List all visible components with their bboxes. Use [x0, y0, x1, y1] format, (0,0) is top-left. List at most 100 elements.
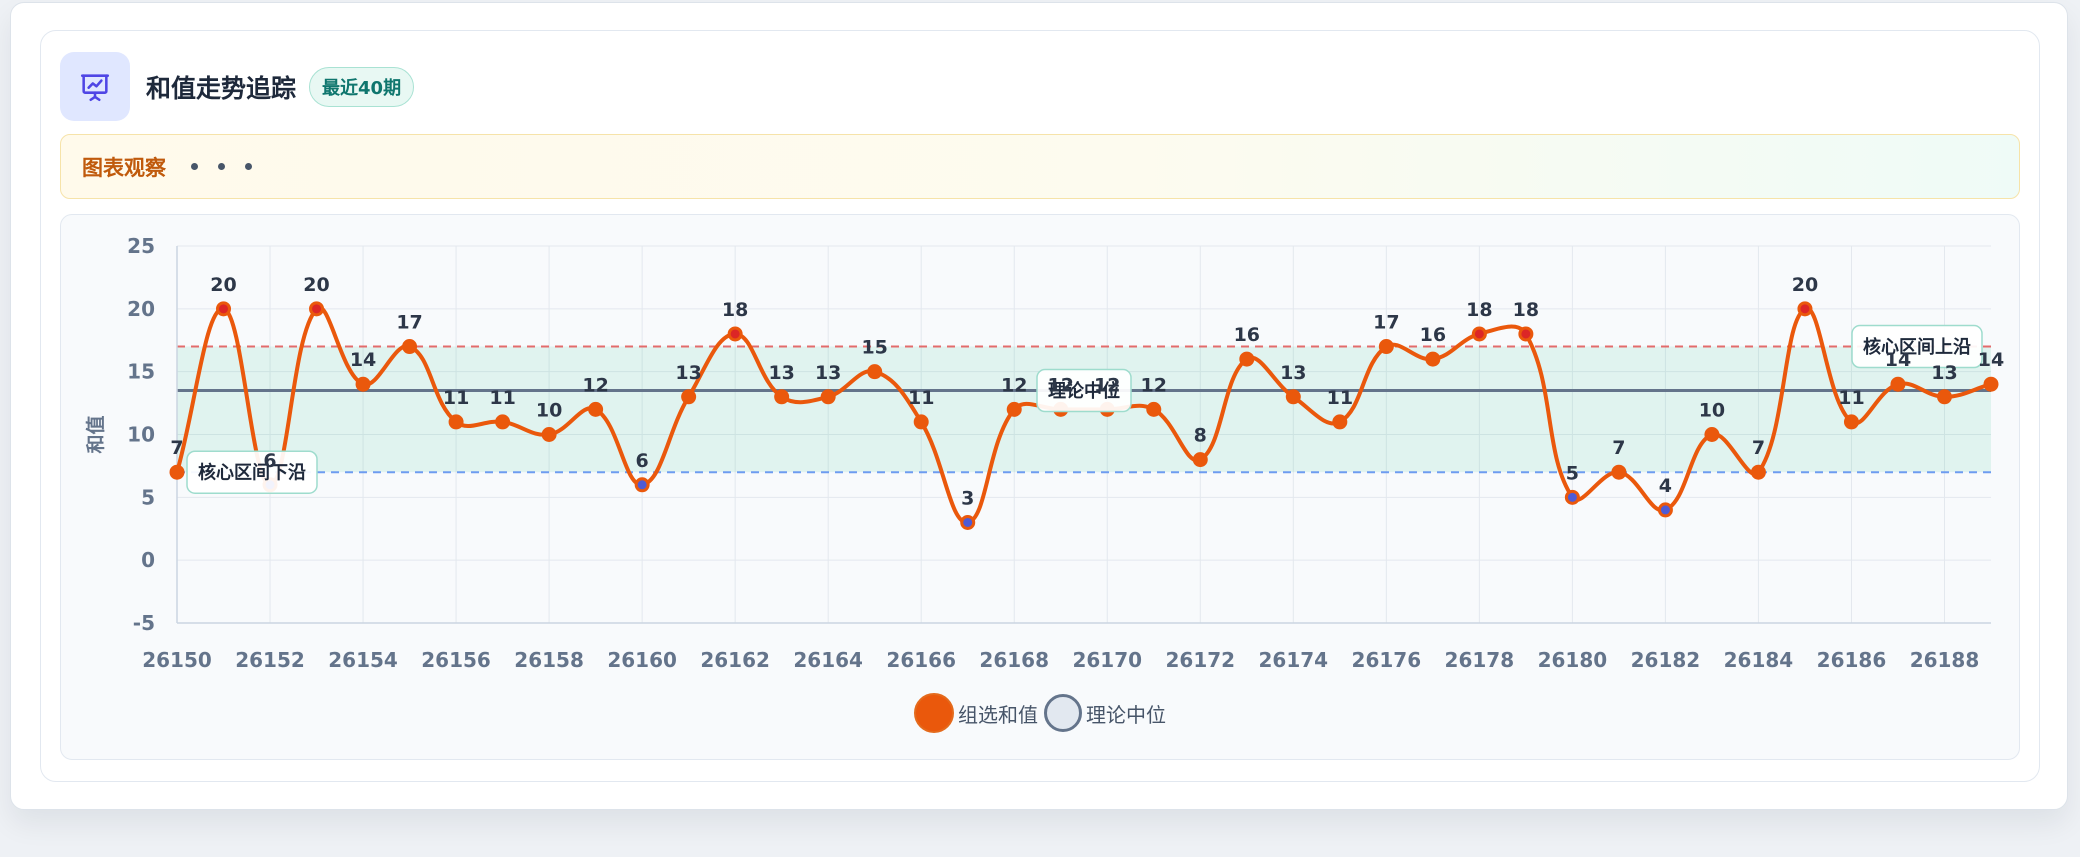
data-point[interactable]: [727, 326, 743, 342]
data-label: 11: [489, 387, 515, 409]
data-label: 14: [350, 349, 376, 371]
data-point[interactable]: [634, 477, 650, 493]
data-label: 17: [1373, 312, 1399, 334]
data-point[interactable]: [1146, 401, 1162, 417]
data-point[interactable]: [1564, 489, 1580, 505]
chart-observation-banner: 图表观察: [60, 134, 2020, 199]
data-point[interactable]: [1006, 401, 1022, 417]
data-point[interactable]: [1518, 326, 1534, 342]
data-label: 11: [443, 387, 469, 409]
data-point[interactable]: [1239, 351, 1255, 367]
x-tick-label: 26186: [1817, 648, 1887, 672]
data-point[interactable]: [1936, 389, 1952, 405]
data-label: 6: [636, 450, 649, 472]
data-point[interactable]: [1843, 414, 1859, 430]
x-tick-label: 26170: [1072, 648, 1142, 672]
data-label: 12: [1141, 374, 1167, 396]
annotation-label: 核心区间下沿: [198, 462, 306, 484]
legend-swatch-median: [1044, 694, 1082, 732]
x-tick-label: 26160: [607, 648, 677, 672]
data-point[interactable]: [1285, 389, 1301, 405]
data-point[interactable]: [1657, 502, 1673, 518]
data-label: 10: [536, 400, 562, 422]
data-label: 11: [1838, 387, 1864, 409]
y-tick-label: -5: [133, 611, 155, 635]
data-point[interactable]: [1611, 464, 1627, 480]
x-tick-label: 26172: [1165, 648, 1235, 672]
data-point[interactable]: [402, 339, 418, 355]
loading-dot: [245, 163, 252, 170]
data-point[interactable]: [355, 376, 371, 392]
chart-ticks-group: 25 20 15 10 5 0 -5 26150 26152 26154 26156 26158 261…: [84, 234, 1979, 672]
data-point[interactable]: [1192, 452, 1208, 468]
y-tick-label: 5: [141, 485, 155, 509]
loading-dot: [191, 163, 198, 170]
data-point[interactable]: [960, 514, 976, 530]
data-point[interactable]: [1750, 464, 1766, 480]
annotation-upper: 核心区间上沿: [1851, 324, 1983, 369]
x-tick-label: 26154: [328, 648, 398, 672]
annotation-box: [186, 450, 318, 494]
chart-grid-group: [176, 245, 1991, 624]
data-label: 6: [263, 450, 276, 472]
data-point[interactable]: [820, 389, 836, 405]
presentation-chart-icon-glyph: [80, 73, 110, 101]
data-point[interactable]: [541, 427, 557, 442]
data-point[interactable]: [169, 464, 185, 480]
data-point[interactable]: [588, 401, 604, 417]
legend-item-median[interactable]: 理论中位: [1044, 694, 1166, 732]
data-point[interactable]: [913, 414, 929, 430]
page-card: 和值走势追踪 最近40期 图表观察 核心区间上沿 核心区间下沿 理论中位 7 20 6 20…: [10, 2, 2068, 810]
annotation-box: [1036, 368, 1132, 413]
data-point[interactable]: [1983, 376, 1999, 392]
annotation-median: 理论中位: [1036, 368, 1132, 413]
data-point[interactable]: [867, 364, 883, 380]
data-label: 17: [396, 312, 422, 334]
annotation-label: 核心区间上沿: [1863, 336, 1971, 358]
data-point[interactable]: [1797, 301, 1813, 317]
trend-panel: 和值走势追踪 最近40期 图表观察 核心区间上沿 核心区间下沿 理论中位 7 20 6 20…: [40, 30, 2040, 782]
data-point[interactable]: [774, 389, 790, 405]
data-label: 12: [1001, 374, 1027, 396]
data-point[interactable]: [448, 414, 464, 430]
data-point[interactable]: [1704, 427, 1720, 442]
chart-legend: 组选和值 理论中位: [61, 693, 2019, 733]
period-badge: 最近40期: [309, 66, 415, 107]
data-label: 16: [1234, 324, 1260, 346]
data-label: 5: [1566, 462, 1579, 484]
data-label: 20: [1792, 274, 1818, 296]
x-tick-label: 26164: [793, 648, 863, 672]
data-label: 11: [1327, 387, 1353, 409]
data-label: 20: [210, 274, 236, 296]
data-point[interactable]: [1425, 351, 1441, 367]
data-label: 16: [1420, 324, 1446, 346]
data-point[interactable]: [1471, 326, 1487, 342]
x-tick-label: 26156: [421, 648, 491, 672]
sum-trend-chart: 核心区间上沿 核心区间下沿 理论中位 7 20 6 20 14 17 11 11 10 12 6 13 18 1…: [60, 214, 2020, 760]
data-point[interactable]: [309, 301, 325, 317]
data-point[interactable]: [1890, 376, 1906, 392]
x-tick-label: 26174: [1259, 648, 1329, 672]
legend-item-sum[interactable]: 组选和值: [914, 693, 1038, 733]
data-label: 13: [768, 362, 794, 384]
data-point[interactable]: [1378, 339, 1394, 355]
banner-label: 图表观察: [82, 155, 166, 180]
x-tick-label: 26162: [700, 648, 770, 672]
data-point[interactable]: [216, 301, 232, 317]
data-label: 4: [1659, 475, 1672, 497]
chart-axes-group: [176, 246, 1991, 624]
data-label: 13: [815, 362, 841, 384]
y-tick-label: 0: [141, 548, 155, 572]
data-label: 7: [1612, 437, 1625, 459]
presentation-chart-icon: [60, 52, 130, 121]
data-point[interactable]: [1332, 414, 1348, 430]
y-tick-label: 15: [127, 360, 155, 384]
data-point[interactable]: [681, 389, 697, 405]
panel-header: 和值走势追踪 最近40期: [60, 52, 415, 121]
x-tick-label: 26168: [979, 648, 1049, 672]
data-point[interactable]: [495, 414, 511, 430]
y-tick-label: 20: [127, 297, 155, 321]
x-tick-label: 26188: [1910, 648, 1980, 672]
data-label: 15: [861, 337, 887, 359]
data-label: 13: [1931, 362, 1957, 384]
